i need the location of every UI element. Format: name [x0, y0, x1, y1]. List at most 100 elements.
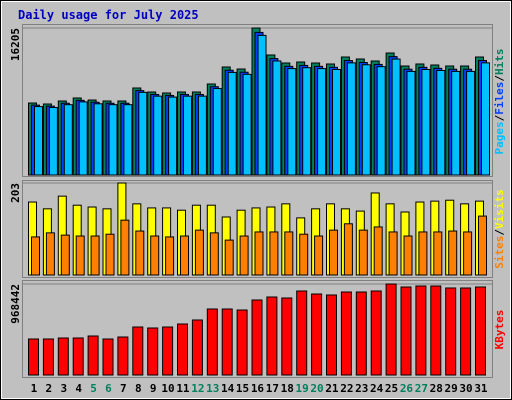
bar	[147, 327, 159, 376]
bar	[445, 287, 457, 376]
bar	[391, 58, 401, 176]
bar	[34, 106, 43, 176]
bar	[302, 67, 312, 176]
bar	[123, 104, 133, 176]
bar	[415, 285, 427, 376]
bar	[451, 70, 461, 176]
x-tick-label: 24	[370, 382, 384, 395]
bar	[78, 101, 88, 176]
bar	[326, 294, 337, 376]
bar	[478, 215, 487, 276]
bar	[183, 95, 192, 176]
bar	[63, 104, 73, 176]
y-tick-label: 16205	[9, 28, 22, 61]
legend-entry: Files	[493, 82, 506, 115]
bar	[117, 336, 129, 376]
bar	[466, 70, 476, 176]
bar	[227, 71, 237, 176]
bar	[257, 34, 267, 176]
bar	[168, 96, 178, 176]
bar	[42, 338, 54, 376]
x-tick-label: 29	[445, 382, 458, 395]
bar	[406, 70, 416, 176]
bar	[28, 338, 39, 376]
x-tick-label: 3	[60, 382, 67, 395]
legend: Sites/Visits	[493, 189, 506, 269]
legend: Pages/Files/Hits	[493, 49, 506, 155]
bar	[31, 236, 40, 276]
x-tick-label: 10	[161, 382, 174, 395]
bar	[75, 235, 85, 276]
bar	[421, 69, 431, 176]
x-tick-label: 28	[430, 382, 443, 395]
bar	[385, 283, 397, 376]
x-tick-label: 7	[120, 382, 127, 395]
x-tick-label: 13	[206, 382, 219, 395]
bar	[254, 231, 264, 276]
bar	[239, 235, 249, 276]
bar	[355, 291, 367, 376]
bar	[242, 73, 252, 176]
x-tick-label: 2	[46, 382, 53, 395]
bar	[105, 233, 115, 276]
bar	[346, 62, 356, 176]
bar	[135, 230, 145, 276]
bar	[436, 69, 446, 176]
chart-title: Daily usage for July 2025	[18, 8, 199, 22]
bar	[180, 235, 189, 276]
x-tick-label: 22	[340, 382, 353, 395]
bar	[72, 337, 84, 376]
x-tick-label: 9	[150, 382, 157, 395]
x-tick-label: 31	[474, 382, 488, 395]
bar	[251, 299, 263, 376]
bar	[332, 69, 341, 176]
bar	[373, 226, 383, 276]
bar	[108, 104, 118, 176]
x-tick-label: 17	[266, 382, 279, 395]
x-tick-label: 1	[31, 382, 38, 395]
bar	[90, 235, 100, 276]
bar	[400, 286, 412, 376]
x-tick-label: 20	[310, 382, 323, 395]
x-tick-label: 5	[90, 382, 97, 395]
bar	[272, 60, 282, 176]
bar	[57, 337, 69, 376]
bar	[194, 229, 204, 276]
legend-separator: /	[493, 75, 506, 82]
bar	[358, 229, 368, 276]
x-tick-label: 6	[105, 382, 112, 395]
x-tick-label: 16	[251, 382, 265, 395]
bar	[221, 308, 233, 376]
legend-entry: Visits	[493, 189, 506, 229]
bar	[430, 285, 442, 376]
bar	[269, 231, 279, 276]
bar	[165, 236, 175, 276]
y-tick-label: 968442	[9, 284, 22, 324]
bar	[388, 231, 398, 276]
legend-entry: KBytes	[493, 310, 506, 350]
y-tick-label: 203	[9, 183, 22, 203]
bar	[311, 293, 323, 376]
bar	[317, 68, 327, 176]
legend: KBytes	[493, 310, 506, 350]
bar	[191, 319, 203, 376]
x-tick-label: 11	[176, 382, 190, 395]
x-tick-label: 14	[221, 382, 235, 395]
bar	[329, 229, 338, 276]
x-tick-label: 19	[296, 382, 309, 395]
bar	[48, 107, 58, 176]
bar	[224, 239, 234, 276]
bar	[281, 297, 293, 376]
bar	[403, 235, 413, 276]
bar	[463, 231, 473, 276]
bar	[177, 323, 188, 376]
legend-entry: Pages	[493, 121, 506, 154]
bar	[87, 335, 99, 376]
bar	[314, 235, 324, 276]
bar	[153, 95, 163, 176]
x-tick-label: 23	[355, 382, 368, 395]
bar	[102, 338, 114, 376]
bar	[299, 233, 309, 276]
bar	[206, 308, 218, 376]
